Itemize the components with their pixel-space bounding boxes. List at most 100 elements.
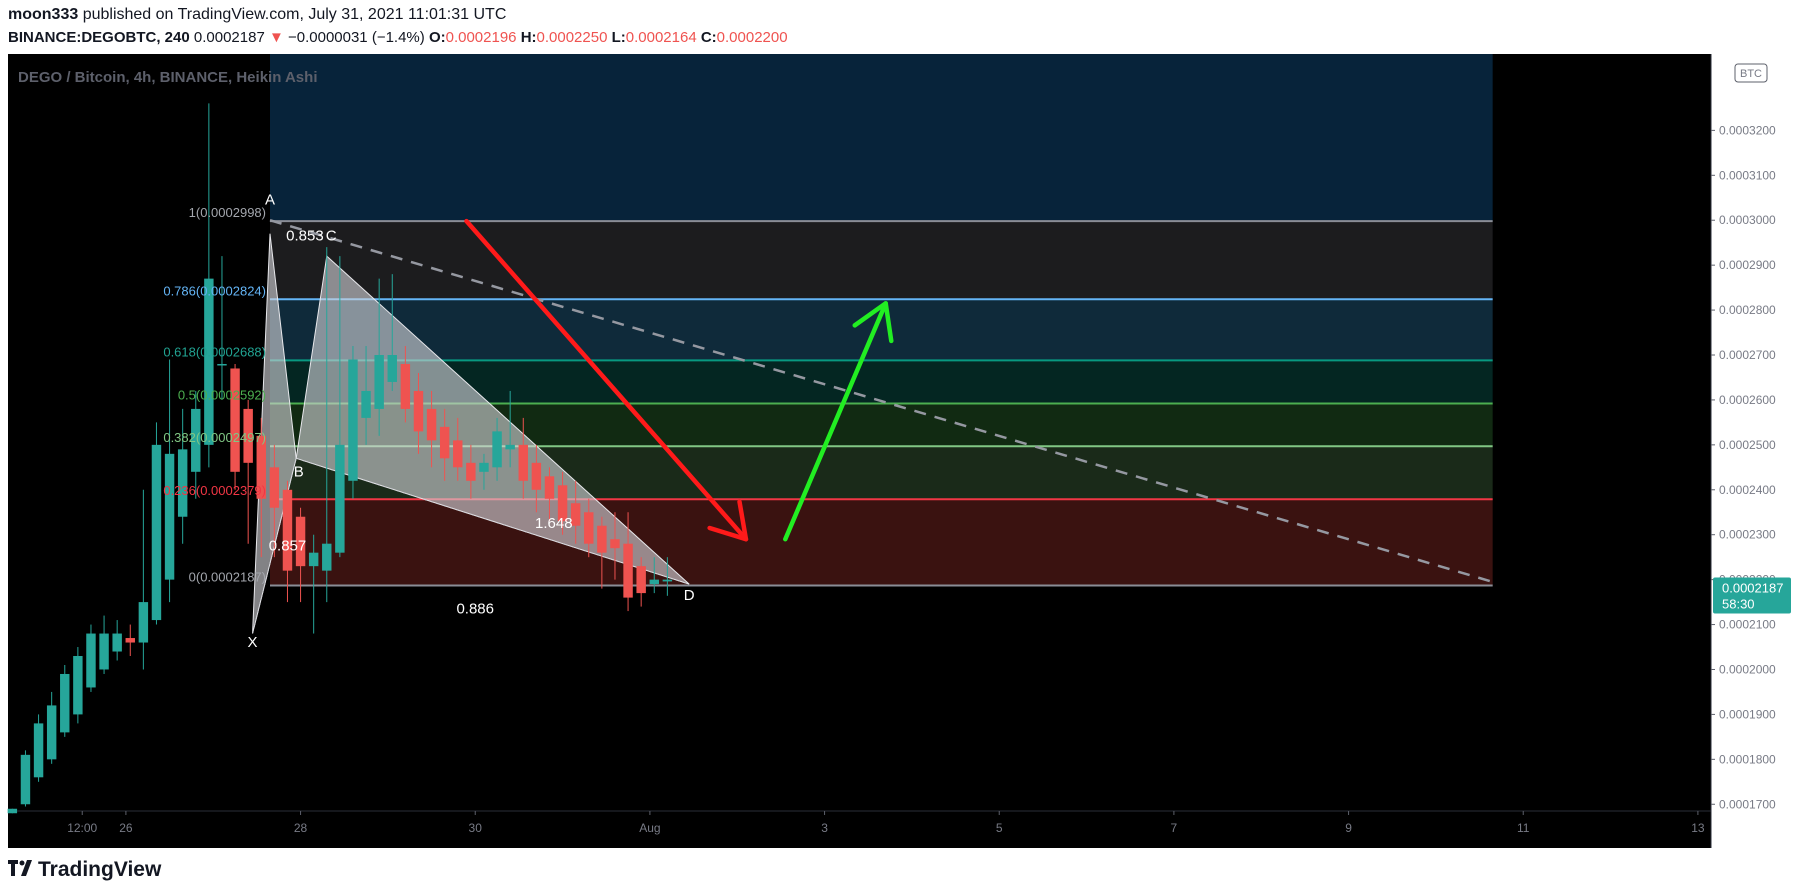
candle-body: [295, 516, 306, 567]
high-value: 0.0002250: [536, 29, 608, 46]
candle-body: [7, 808, 18, 814]
candle: [623, 512, 633, 612]
candle: [492, 417, 502, 481]
pattern-labels: X A B C D 0.853 0.857 1.648 0.886: [248, 192, 695, 652]
candle-body: [308, 552, 319, 567]
pattern-point-label: C: [326, 227, 337, 244]
time-tick-label: 30: [469, 821, 483, 835]
candle-body: [112, 633, 122, 652]
candle: [597, 516, 607, 589]
candle-body: [505, 444, 515, 450]
candle: [544, 467, 555, 522]
candle-body: [597, 525, 607, 553]
candle: [322, 247, 332, 603]
candle-body: [60, 673, 70, 733]
candle: [73, 647, 83, 724]
price-tick-label: 0.0002000: [1719, 662, 1776, 676]
time-axis[interactable]: 12:00 26 28 30 Aug 3 5 7 9 11 13: [67, 811, 1705, 835]
candle-body: [73, 656, 83, 715]
pattern-point-label: A: [265, 192, 275, 209]
fib-zone: [270, 499, 1493, 586]
candle-body: [282, 489, 293, 571]
pattern-point-label: D: [684, 587, 695, 604]
currency-badge-label: BTC: [1740, 68, 1762, 80]
price-tick-label: 0.0002300: [1719, 528, 1776, 542]
pattern-ratio-label: 0.857: [269, 537, 307, 554]
candle: [282, 480, 293, 603]
candle: [505, 390, 515, 468]
tradingview-logo-text: TradingView: [38, 858, 162, 881]
candle: [584, 498, 594, 558]
open-value: 0.0002196: [445, 29, 517, 46]
candle-body: [33, 723, 44, 778]
candle-body: [204, 278, 214, 445]
candle: [649, 557, 659, 594]
candle: [164, 359, 175, 603]
price-tick-label: 0.0002700: [1719, 348, 1776, 362]
candle-body: [610, 539, 620, 549]
candle: [269, 444, 280, 558]
current-price-label: 0.0002187: [1722, 580, 1783, 595]
candle: [7, 808, 18, 814]
candle-body: [322, 543, 332, 571]
price-tick-label: 0.0003100: [1719, 168, 1776, 182]
candle-body: [557, 485, 568, 522]
price-tick-label: 0.0002100: [1719, 618, 1776, 632]
pattern-line-xb: [252, 458, 297, 634]
candle: [610, 512, 620, 580]
up-arrow-shaft: [783, 301, 888, 542]
candle-body: [584, 512, 594, 544]
pattern-ratio-label: 0.853: [286, 227, 324, 244]
candle: [348, 346, 358, 499]
candle: [335, 256, 345, 558]
candle: [112, 620, 122, 661]
candle-body: [636, 566, 646, 594]
down-arrow: [464, 218, 749, 542]
candle-body: [348, 359, 358, 481]
candle-body: [387, 355, 397, 382]
candle-body: [99, 633, 109, 670]
candle: [557, 471, 568, 535]
time-tick-label: 13: [1691, 821, 1705, 835]
time-tick-label: 5: [996, 821, 1003, 835]
price-tick-label: 0.0002400: [1719, 483, 1776, 497]
low-value: 0.0002164: [625, 29, 697, 46]
candle-body: [492, 431, 502, 468]
price-change: −0.0000031 (−1.4%): [287, 29, 425, 46]
change-arrow-icon: ▼: [268, 29, 284, 46]
candle: [426, 390, 437, 468]
author-name[interactable]: moon333: [8, 6, 79, 23]
price-tick-label: 0.0002800: [1719, 303, 1776, 317]
candle: [138, 489, 149, 670]
candle-body: [151, 444, 162, 621]
candle-body: [623, 543, 633, 598]
price-tick-label: 0.0002500: [1719, 438, 1776, 452]
pattern-ratio-label: 1.648: [535, 515, 573, 532]
candle-body: [374, 355, 384, 409]
price-tick-label: 0.0003000: [1719, 213, 1776, 227]
candle-body: [544, 476, 555, 499]
candle-body: [164, 453, 175, 580]
price-tick-label: 0.0002900: [1719, 258, 1776, 272]
dashed-trend-line: [269, 219, 1494, 584]
up-arrow-head: [852, 301, 894, 344]
open-label: O:: [428, 29, 446, 46]
candle: [453, 417, 463, 481]
price-tick-label: 0.0002600: [1719, 393, 1776, 407]
candle: [243, 399, 253, 544]
candle-body: [243, 408, 253, 463]
candle: [662, 557, 673, 596]
candle: [20, 750, 31, 807]
drawings: [269, 218, 1494, 584]
price-axis[interactable]: 0.0003200 0.0003100 0.0003000 0.0002900 0.00…: [1711, 123, 1776, 811]
down-arrow-shaft: [464, 218, 749, 542]
candle-body: [531, 462, 542, 490]
candle: [636, 557, 646, 607]
tradingview-logo[interactable]: TradingView: [8, 858, 161, 882]
price-tick-label: 0.0001700: [1719, 797, 1776, 811]
current-price-tag: 0.0002187 58:30: [1713, 577, 1791, 614]
candle-body: [46, 705, 57, 760]
fib-level-label: 0.786(0.0002824): [163, 283, 266, 298]
candle: [531, 444, 542, 513]
